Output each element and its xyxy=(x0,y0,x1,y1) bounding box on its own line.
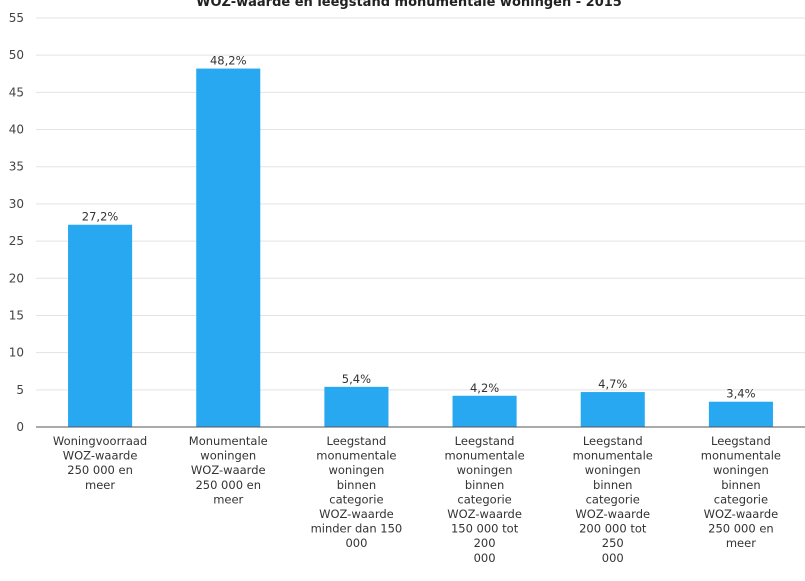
bar xyxy=(196,68,261,428)
category-label-line: binnen xyxy=(721,478,760,492)
data-label: 48,2% xyxy=(210,54,247,68)
category-label-line: 000 xyxy=(345,536,367,550)
category-label-line: 250 000 en xyxy=(708,522,774,536)
y-tick-label: 30 xyxy=(9,197,24,211)
category-label-line: woningen xyxy=(585,463,641,477)
category-label: Leegstandmonumentalewoningenbinnencatego… xyxy=(573,434,653,565)
y-tick-label: 15 xyxy=(9,308,24,322)
category-label-line: binnen xyxy=(337,478,376,492)
data-labels: 27,2% 48,2% 5,4% 4,2% 4,7% 3,4% xyxy=(82,54,756,401)
category-label-line: binnen xyxy=(593,478,632,492)
category-label-line: WOZ-waarde xyxy=(63,449,138,463)
bar xyxy=(68,224,133,427)
category-label-line: monumentale xyxy=(316,449,396,463)
category-label-line: WOZ-waarde xyxy=(447,507,522,521)
category-label-line: WOZ-waarde xyxy=(704,507,779,521)
category-label-line: minder dan 150 xyxy=(311,522,403,536)
category-label-line: 150 000 tot xyxy=(451,522,519,536)
category-label-line: 200 000 tot xyxy=(579,522,647,536)
y-tick-label: 35 xyxy=(9,160,24,174)
y-tick-label: 20 xyxy=(9,271,24,285)
data-label: 3,4% xyxy=(726,387,755,401)
data-label: 27,2% xyxy=(82,210,119,224)
category-label-line: meer xyxy=(213,492,243,506)
data-label: 4,7% xyxy=(598,377,627,391)
category-label-line: monumentale xyxy=(573,449,653,463)
category-label-line: Monumentale xyxy=(189,434,268,448)
bar xyxy=(708,401,773,427)
y-tick-label: 10 xyxy=(9,346,24,360)
category-label-line: 250 000 en xyxy=(195,478,261,492)
category-label-line: 250 xyxy=(602,536,624,550)
category-label-line: monumentale xyxy=(701,449,781,463)
gridlines xyxy=(36,17,805,391)
bars xyxy=(68,68,773,428)
category-label-line: WOZ-waarde xyxy=(575,507,650,521)
bar xyxy=(452,395,517,427)
category-label-line: WOZ-waarde xyxy=(319,507,394,521)
category-label: Leegstandmonumentalewoningenbinnencatego… xyxy=(311,434,403,550)
category-label-line: categorie xyxy=(714,492,768,506)
category-label-line: categorie xyxy=(329,492,383,506)
category-label-line: categorie xyxy=(586,492,640,506)
category-label-line: woningen xyxy=(457,463,513,477)
bar xyxy=(580,392,645,427)
y-axis-ticks: 0 5 10 15 20 25 30 35 40 45 50 55 xyxy=(9,11,24,434)
category-label-line: 000 xyxy=(474,551,496,565)
data-label: 5,4% xyxy=(342,372,371,386)
y-tick-label: 45 xyxy=(9,85,24,99)
category-label-line: Leegstand xyxy=(455,434,515,448)
category-label-line: WOZ-waarde xyxy=(191,463,266,477)
category-label-line: monumentale xyxy=(444,449,524,463)
category-label-line: Woningvoorraad xyxy=(53,434,147,448)
category-label-line: Leegstand xyxy=(327,434,387,448)
category-label-line: meer xyxy=(85,478,115,492)
data-label: 4,2% xyxy=(470,381,499,395)
category-label-line: meer xyxy=(726,536,756,550)
category-label-line: Leegstand xyxy=(711,434,771,448)
category-label: Leegstandmonumentalewoningenbinnencatego… xyxy=(701,434,781,550)
category-label-line: Leegstand xyxy=(583,434,643,448)
category-label-line: woningen xyxy=(200,449,256,463)
category-label-line: woningen xyxy=(713,463,769,477)
category-label-line: binnen xyxy=(465,478,504,492)
y-tick-label: 5 xyxy=(16,383,24,397)
chart-title: WOZ-waarde en leegstand monumentale woni… xyxy=(196,0,622,10)
category-label-line: 200 xyxy=(474,536,496,550)
y-tick-label: 50 xyxy=(9,48,24,62)
category-label-line: 250 000 en xyxy=(67,463,133,477)
y-tick-label: 40 xyxy=(9,123,24,137)
category-label-line: woningen xyxy=(328,463,384,477)
category-label-line: categorie xyxy=(457,492,511,506)
bar xyxy=(324,386,389,427)
y-tick-label: 25 xyxy=(9,234,24,248)
y-tick-label: 55 xyxy=(9,11,24,25)
category-label: Leegstandmonumentalewoningenbinnencatego… xyxy=(444,434,524,565)
category-label-line: 000 xyxy=(602,551,624,565)
y-tick-label: 0 xyxy=(16,420,24,434)
